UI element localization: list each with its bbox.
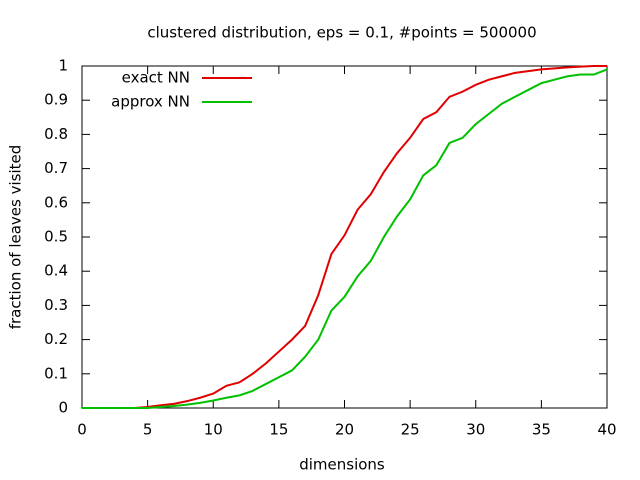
- x-tick-label: 5: [143, 421, 153, 439]
- x-axis-label: dimensions: [299, 456, 385, 474]
- y-tick-label: 0.7: [44, 159, 68, 177]
- y-tick-label: 0.2: [44, 330, 68, 348]
- legend-label: approx NN: [111, 93, 190, 111]
- x-tick-label: 30: [466, 421, 485, 439]
- y-tick-label: 1: [58, 57, 68, 75]
- y-tick-label: 0: [58, 399, 68, 417]
- data-line: [82, 68, 608, 409]
- x-tick-label: 0: [77, 421, 87, 439]
- y-tick-label: 0.9: [44, 91, 68, 109]
- x-tick-label: 10: [204, 421, 223, 439]
- y-tick-label: 0.6: [44, 193, 68, 211]
- x-tick-label: 35: [532, 421, 551, 439]
- y-tick-label: 0.8: [44, 125, 68, 143]
- chart-title: clustered distribution, eps = 0.1, #poin…: [147, 24, 536, 42]
- x-tick-label: 40: [597, 421, 616, 439]
- y-tick-label: 0.3: [44, 296, 68, 314]
- data-line: [82, 65, 607, 409]
- x-tick-label: 20: [335, 421, 354, 439]
- y-tick-label: 0.1: [44, 364, 68, 382]
- legend-label: exact NN: [122, 69, 190, 87]
- x-tick-label: 25: [401, 421, 420, 439]
- y-axis-label: fraction of leaves visited: [7, 145, 25, 330]
- y-tick-label: 0.4: [44, 262, 68, 280]
- y-tick-label: 0.5: [44, 228, 68, 246]
- x-tick-label: 15: [269, 421, 288, 439]
